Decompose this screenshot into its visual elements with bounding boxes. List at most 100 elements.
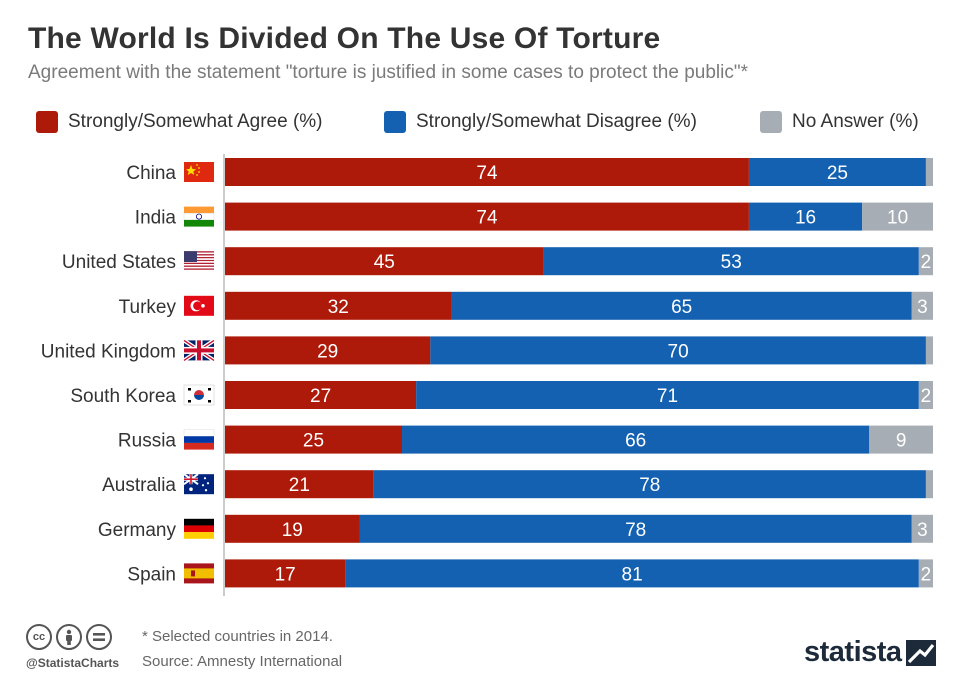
category-label: United Kingdom xyxy=(41,341,176,362)
creative-commons-icon: cc xyxy=(26,624,52,650)
bar-segment xyxy=(225,336,431,365)
category-label: Russia xyxy=(118,431,177,452)
flag-stripe xyxy=(184,525,214,533)
statista-wordmark: statista xyxy=(804,636,902,668)
data-label: 2 xyxy=(921,252,932,273)
flag-stripe xyxy=(184,206,214,214)
flag-stripe xyxy=(184,518,214,526)
flag-stripe xyxy=(184,259,214,262)
germany-flag-icon xyxy=(184,518,214,539)
data-label: 74 xyxy=(476,208,498,229)
category-label: United States xyxy=(62,252,176,273)
flag-stripe xyxy=(184,255,214,257)
uk-flag-icon xyxy=(182,338,216,363)
category-label: Germany xyxy=(98,520,177,541)
category-label: Spain xyxy=(127,564,176,585)
data-label: 3 xyxy=(917,520,928,541)
flag-trigram xyxy=(188,388,191,391)
bar-segment xyxy=(345,559,919,588)
bar-segment xyxy=(918,247,933,276)
bar-segment xyxy=(359,514,912,543)
data-label: 10 xyxy=(887,208,908,229)
flag-union-red xyxy=(184,478,198,480)
no-derivatives-icon xyxy=(86,624,112,650)
attribution-icon xyxy=(56,624,82,650)
bar-segment xyxy=(225,559,346,588)
russia-flag-icon xyxy=(183,429,215,450)
bar-segment xyxy=(925,336,933,365)
legend-swatch-disagree xyxy=(384,111,406,133)
statista-logo[interactable]: statista xyxy=(804,636,936,669)
bar-row: Turkey 32 65 3 xyxy=(119,291,933,320)
data-label: 21 xyxy=(289,475,310,496)
legend-label-agree: Strongly/Somewhat Agree (%) xyxy=(68,111,323,132)
flag-stripe xyxy=(184,265,214,267)
legend-swatch-agree xyxy=(36,111,58,133)
bar-chart: China 74 25 India 74 16 10 United States 45 53 2 Tu… xyxy=(41,154,933,596)
china-flag-icon xyxy=(184,162,214,182)
data-label: 25 xyxy=(827,163,848,184)
data-label: 66 xyxy=(625,431,646,452)
source-note: Source: Amnesty International xyxy=(142,653,343,670)
category-label: Turkey xyxy=(119,297,177,318)
bar-segment xyxy=(451,291,912,320)
flag-stripe xyxy=(184,258,214,260)
data-label: 19 xyxy=(282,520,303,541)
flag-stripe xyxy=(184,532,214,539)
usa-flag-icon xyxy=(184,251,214,270)
flag-star xyxy=(186,165,196,175)
flag-stripe xyxy=(184,261,214,263)
bar-segment xyxy=(225,247,544,276)
bar-segment xyxy=(373,470,926,499)
data-label: 2 xyxy=(921,386,932,407)
flag-stripe xyxy=(184,442,214,450)
data-label: 78 xyxy=(639,475,660,496)
flag-small-star xyxy=(196,164,198,166)
india-flag-icon xyxy=(183,206,215,227)
flag-star xyxy=(203,477,207,480)
flag-stripe xyxy=(183,429,215,437)
bar-segment xyxy=(225,381,417,409)
data-label: 3 xyxy=(917,297,928,318)
flag-taegeuk-blue xyxy=(194,395,204,400)
bar-row: India 74 16 10 xyxy=(135,202,933,231)
category-label: Australia xyxy=(102,475,176,496)
flag-stripe xyxy=(184,262,214,265)
legend-item-no-answer: No Answer (%) xyxy=(760,108,919,136)
flag-stripe xyxy=(184,266,214,269)
bar-segment xyxy=(925,470,933,499)
data-label: 27 xyxy=(310,386,331,407)
statista-handle: @StatistaCharts xyxy=(26,656,120,670)
flag-small-star xyxy=(198,167,200,169)
flag-chakra xyxy=(195,213,202,220)
flag-stripe xyxy=(184,254,214,256)
bar-segment xyxy=(225,202,749,231)
legend-item-disagree: Strongly/Somewhat Disagree (%) xyxy=(384,108,697,136)
legend-swatch-no-answer xyxy=(760,111,782,133)
data-label: 71 xyxy=(657,386,678,407)
legend-item-agree: Strongly/Somewhat Agree (%) xyxy=(36,108,323,136)
bar-segment xyxy=(225,425,402,454)
bar-row: South Korea 27 71 2 xyxy=(70,381,933,409)
bar-row: United States 45 53 2 xyxy=(62,247,933,276)
flag-small-star xyxy=(198,171,200,173)
data-label: 32 xyxy=(328,297,349,318)
category-label: China xyxy=(126,163,176,184)
flag-star xyxy=(204,489,208,492)
flag-trigram xyxy=(188,400,191,403)
bar-row: Germany 19 78 3 xyxy=(98,514,933,543)
bar-segment xyxy=(225,291,452,320)
flag-cross-red xyxy=(184,348,214,353)
data-label: 65 xyxy=(671,297,692,318)
flag-stripe xyxy=(184,251,214,253)
data-label: 70 xyxy=(668,341,689,362)
flag-star xyxy=(189,487,193,492)
bar-segment xyxy=(225,158,749,186)
data-label: 9 xyxy=(896,431,907,452)
data-label: 81 xyxy=(622,564,643,585)
bar-segment xyxy=(225,514,360,543)
bar-segment xyxy=(925,158,933,186)
flag-emblem xyxy=(191,570,195,577)
spain-flag-icon xyxy=(184,563,214,584)
flag-stripe xyxy=(184,268,214,270)
